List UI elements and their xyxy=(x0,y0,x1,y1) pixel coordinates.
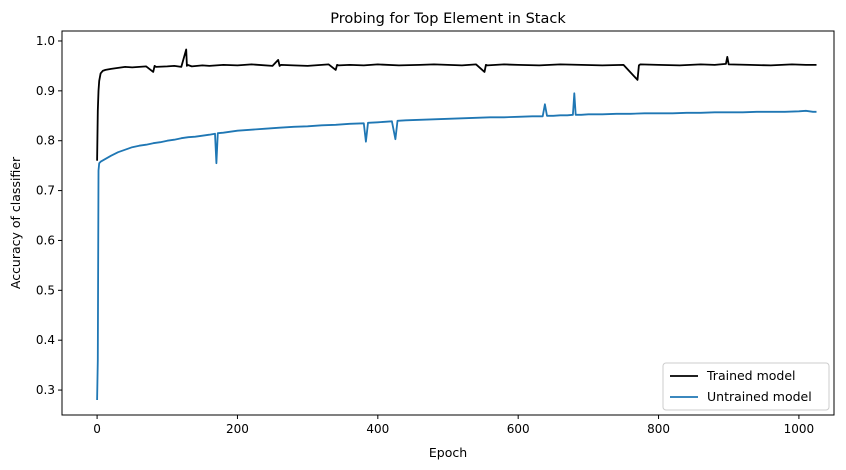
y-tick-label: 0.3 xyxy=(36,383,55,397)
y-tick-label: 0.9 xyxy=(36,84,55,98)
legend: Trained model Untrained model xyxy=(662,362,830,411)
plot-lines xyxy=(96,48,817,401)
series-line-untrained xyxy=(96,92,817,401)
x-tick-label: 0 xyxy=(93,422,101,436)
x-tick-label: 200 xyxy=(226,422,249,436)
y-axis-label: Accuracy of classifier xyxy=(8,156,23,289)
x-tick-label: 1000 xyxy=(784,422,815,436)
y-tick-label: 0.5 xyxy=(36,283,55,297)
y-tick-label: 1.0 xyxy=(36,34,55,48)
legend-box xyxy=(662,362,830,411)
x-tick-label: 400 xyxy=(366,422,389,436)
legend-label-trained: Trained model xyxy=(706,368,796,383)
y-tick-label: 0.8 xyxy=(36,134,55,148)
x-tick-label: 800 xyxy=(647,422,670,436)
series-line-trained xyxy=(96,48,817,161)
plot-frame xyxy=(61,30,835,416)
y-tick-label: 0.6 xyxy=(36,233,55,247)
x-axis-label: Epoch xyxy=(429,445,467,460)
y-axis: 0.3 0.4 0.5 0.6 0.7 0.8 0.9 1.0 xyxy=(36,34,62,397)
y-tick-label: 0.4 xyxy=(36,333,55,347)
x-axis: 0 200 400 600 800 1000 xyxy=(93,415,814,436)
legend-label-untrained: Untrained model xyxy=(707,389,812,404)
x-tick-label: 600 xyxy=(507,422,530,436)
chart-title: Probing for Top Element in Stack xyxy=(330,11,566,27)
y-tick-label: 0.7 xyxy=(36,184,55,198)
